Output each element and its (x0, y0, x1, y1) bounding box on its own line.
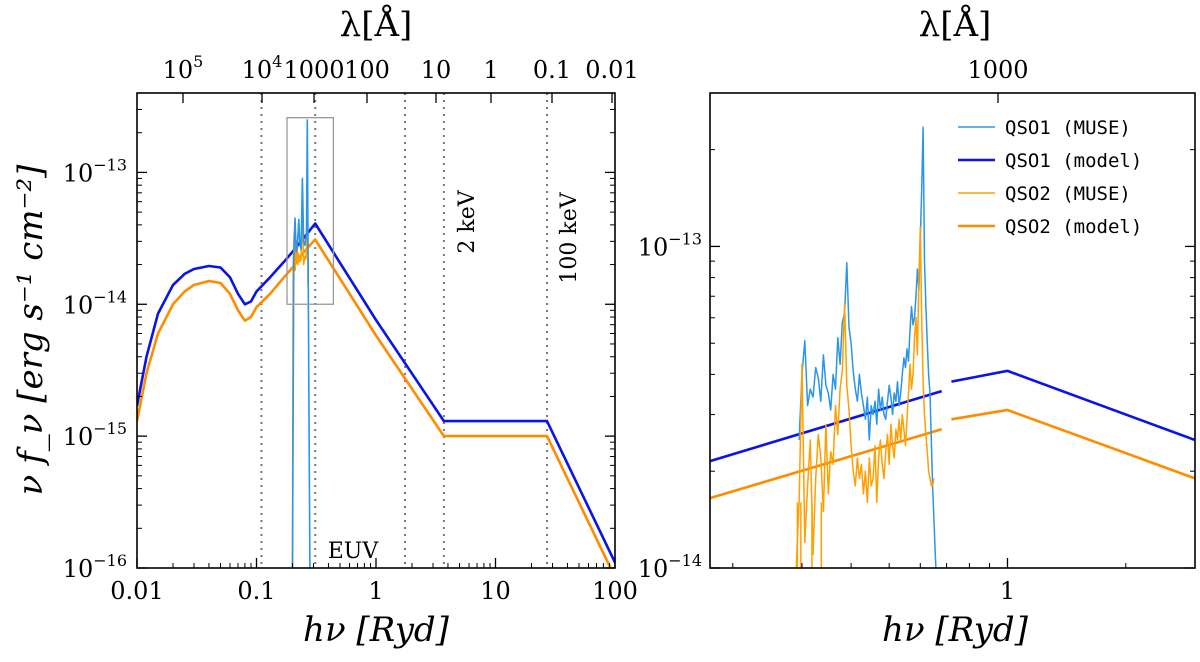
right-plot-frame (709, 92, 1196, 569)
legend-label-1: QSO1 (model) (1005, 150, 1142, 172)
y-tick-label-left: 10−16 (63, 551, 127, 583)
series-left-qso2-muse (291, 163, 309, 568)
left-vertical-lines (260, 93, 549, 568)
x-tick-label-right: 1 (1000, 577, 1015, 605)
series-right-qso2-model-seg2 (951, 408, 1195, 480)
right-ticks: 1 10−14 10−13 1000 (638, 56, 1196, 605)
series-right-qso1-model-seg2 (951, 369, 1195, 442)
x-tick-label-left: 0.01 (110, 577, 163, 605)
top-tick-label-right: 1000 (967, 56, 1028, 84)
series-left-qso1-muse (291, 119, 311, 568)
x-tick-label-left: 10 (480, 577, 511, 605)
top-tick-label-left: 100 (344, 56, 390, 84)
y-tick-label-left: 10−13 (63, 155, 127, 187)
x-tick-label-left: 100 (592, 577, 638, 605)
series-right-qso2-muse (795, 226, 935, 568)
top-tick-label-left: 0.01 (585, 56, 638, 84)
series-left-qso1-model (137, 222, 615, 564)
annotation-2kev: 2 keV (455, 189, 480, 253)
left-series (137, 119, 615, 568)
annotation-100kev: 100 keV (557, 191, 582, 283)
y-tick-label-right: 10−13 (638, 229, 702, 261)
legend-label-0: QSO1 (MUSE) (1005, 117, 1131, 139)
y-tick-label-left: 10−15 (63, 419, 127, 451)
top-axis-label-right: λ[Å] (919, 4, 992, 45)
x-tick-label-left: 0.1 (237, 577, 275, 605)
top-tick-label-left: 1 (483, 56, 498, 84)
top-tick-label-left: 104 (242, 52, 283, 84)
top-tick-label-left: 105 (163, 52, 204, 84)
right-series (710, 126, 1195, 568)
y-axis-label-left: ν f_ν [erg s⁻¹ cm⁻²] (11, 164, 51, 495)
x-axis-label-right: hν [Ryd] (882, 610, 1029, 650)
x-axis-label-left: hν [Ryd] (303, 610, 450, 650)
left-plot-frame (136, 92, 616, 569)
y-tick-label-left: 10−14 (63, 287, 127, 319)
x-tick-label-left: 1 (368, 577, 383, 605)
right-panel: 1 10−14 10−13 1000 λ[Å] hν [Ryd] QSO1 (MUSE… (638, 4, 1196, 650)
y-tick-label-right: 10−14 (638, 551, 702, 583)
top-tick-label-left: 0.1 (533, 56, 571, 84)
legend: QSO1 (MUSE) QSO1 (model) QSO2 (MUSE) QSO2 (… (958, 117, 1142, 238)
top-tick-label-left: 1000 (283, 56, 344, 84)
top-axis-label-left: λ[Å] (340, 4, 413, 45)
annotation-euv: EUV (328, 539, 380, 564)
legend-label-3: QSO2 (model) (1005, 216, 1142, 238)
series-right-qso1-muse (798, 126, 937, 568)
series-right-qso2-model-seg1 (710, 428, 943, 500)
series-left-qso2-model (137, 238, 612, 568)
zoom-box (286, 117, 335, 305)
legend-label-2: QSO2 (MUSE) (1005, 183, 1131, 205)
top-tick-label-left: 10 (421, 56, 452, 84)
